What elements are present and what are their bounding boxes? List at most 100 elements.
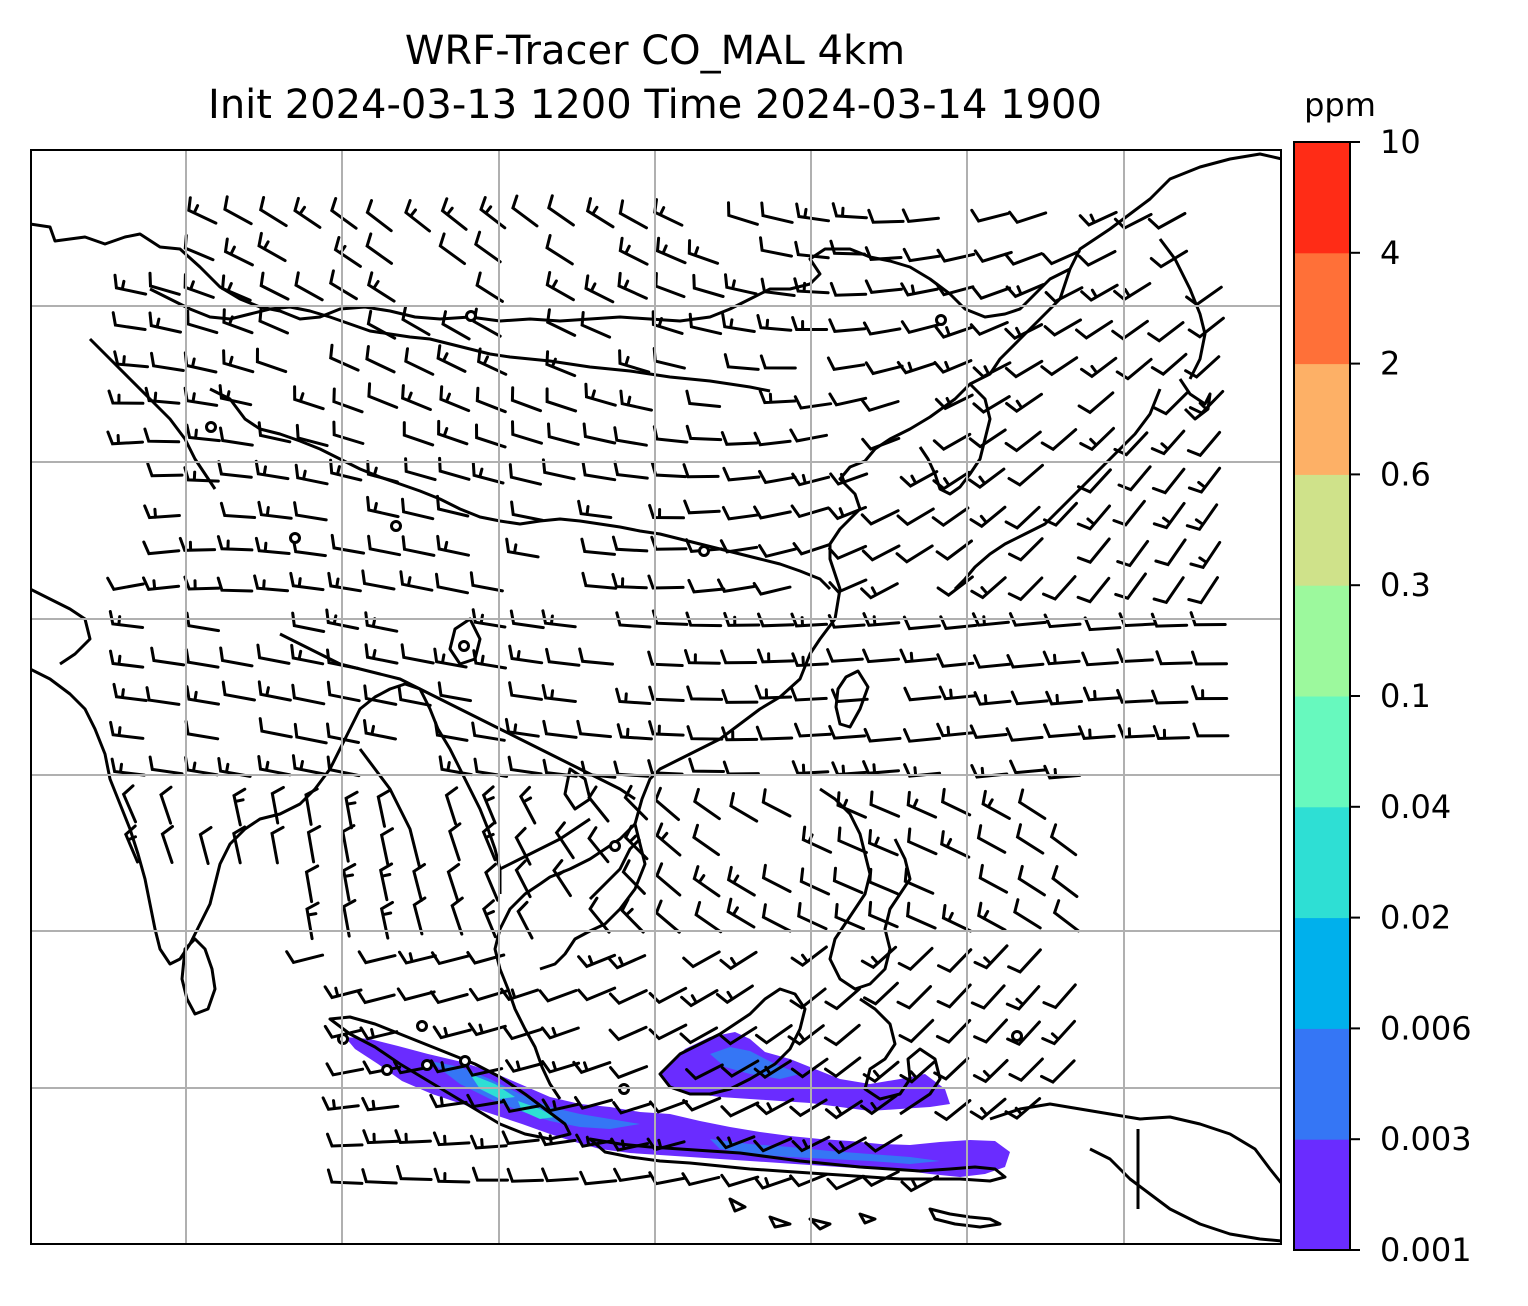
wind-barb	[898, 1018, 935, 1044]
wind-barb	[727, 201, 759, 226]
wind-barb	[759, 354, 797, 370]
wind-barb	[221, 274, 252, 302]
wind-barb	[615, 687, 652, 705]
wind-barb	[1017, 788, 1047, 820]
wind-barb	[572, 1060, 612, 1075]
wind-barb	[682, 950, 721, 969]
calm-marker	[935, 314, 947, 326]
wind-barb	[1189, 540, 1222, 570]
wind-barb	[861, 436, 901, 451]
wind-barb	[1010, 690, 1049, 706]
wind-barb	[304, 787, 319, 826]
wind-barb	[326, 1168, 364, 1185]
wind-barb	[394, 1129, 432, 1145]
wind-barb	[404, 199, 431, 233]
coast-timor	[928, 1207, 1002, 1229]
wind-barb	[289, 571, 325, 592]
wind-barb	[1113, 282, 1152, 302]
wind-barb	[326, 680, 361, 703]
wind-barb	[1042, 575, 1077, 601]
wind-barb	[620, 897, 645, 934]
wind-barb	[148, 311, 182, 334]
wind-barb	[934, 1099, 972, 1122]
colorbar-tick-label: 0.003	[1380, 1120, 1472, 1158]
wind-barb	[113, 273, 148, 296]
wind-barb	[648, 720, 685, 737]
wind-barb	[826, 356, 866, 371]
calm-marker	[416, 1020, 428, 1032]
wind-barb	[793, 395, 833, 410]
wind-barb	[940, 830, 971, 859]
wind-barb	[585, 197, 615, 229]
wind-barb	[972, 1059, 1009, 1084]
wind-barb	[795, 202, 830, 223]
wind-barb	[270, 825, 285, 865]
wind-barb	[1004, 505, 1041, 530]
wind-barb	[647, 759, 684, 776]
wind-barb	[790, 504, 830, 519]
wind-barb	[1004, 430, 1042, 453]
colorbar-unit-label: ppm	[1304, 86, 1376, 124]
gridlines	[30, 149, 1282, 1245]
wind-barb	[106, 430, 144, 446]
wind-barb	[253, 574, 289, 593]
wind-barb	[1147, 321, 1185, 343]
border-misc-1	[358, 748, 422, 870]
wind-barb	[981, 789, 1011, 820]
wind-barb	[935, 539, 973, 561]
wind-barb	[685, 424, 723, 442]
wind-barb	[575, 1133, 614, 1148]
wind-barb	[1079, 426, 1115, 452]
coast-gulf-thailand	[539, 823, 647, 971]
wind-barb	[827, 505, 867, 521]
wind-barb	[257, 680, 292, 702]
wind-barb	[439, 385, 471, 413]
wind-barb	[143, 504, 181, 520]
calm-marker	[381, 1064, 393, 1076]
wind-barb	[1187, 576, 1219, 605]
wind-barb	[723, 353, 760, 371]
wind-barb	[832, 866, 864, 895]
wind-barb	[721, 689, 759, 704]
wind-barb	[326, 1132, 364, 1148]
wind-barb	[366, 309, 397, 340]
calm-marker	[698, 545, 710, 557]
wind-barb	[896, 507, 935, 527]
co-plume	[345, 1032, 1010, 1177]
wind-barb	[722, 466, 761, 482]
wind-barb	[648, 685, 685, 702]
wind-barb	[828, 1136, 867, 1155]
wind-barb	[685, 611, 723, 628]
wind-barb	[757, 612, 795, 628]
wind-barb	[654, 899, 681, 934]
wind-barb	[687, 578, 726, 594]
wind-barb	[397, 685, 432, 707]
wind-barb	[864, 361, 904, 376]
wind-barb	[938, 685, 977, 701]
wind-barb	[753, 431, 792, 447]
coast-borneo	[658, 987, 807, 1096]
wind-barb	[976, 824, 1007, 854]
wind-barb	[501, 1130, 540, 1146]
wind-barb	[1077, 250, 1117, 267]
wind-barb	[1004, 323, 1044, 341]
wind-barb	[761, 863, 792, 893]
wind-barb	[831, 761, 870, 777]
wind-barb	[685, 538, 723, 553]
wind-barb	[934, 325, 974, 339]
wind-barb	[294, 271, 324, 302]
wind-barb	[577, 499, 613, 519]
wind-barb	[1005, 283, 1045, 299]
wind-barb	[464, 1062, 504, 1077]
wind-barb	[361, 1168, 398, 1185]
wind-barb	[467, 1022, 507, 1037]
wind-barb	[113, 350, 149, 369]
wind-barb	[719, 539, 759, 554]
wind-barb	[291, 754, 326, 776]
wind-barb	[198, 826, 213, 865]
wind-barb	[1007, 576, 1044, 602]
wind-barb	[185, 423, 221, 443]
wind-barb	[615, 611, 652, 629]
wind-barb	[441, 310, 471, 341]
wind-barb	[1082, 686, 1121, 702]
